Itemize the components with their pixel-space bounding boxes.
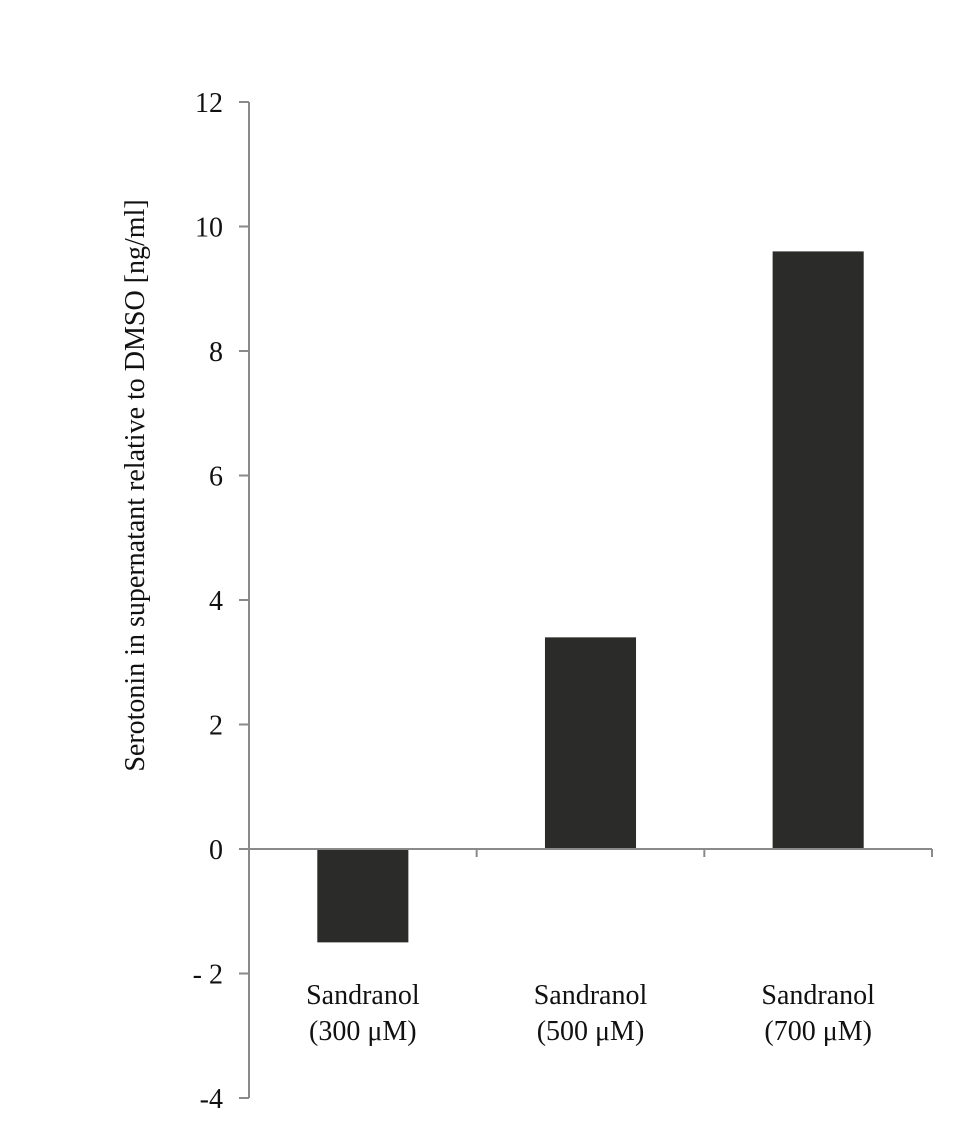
bar-2: [544, 637, 637, 849]
y-tick-label: 2: [209, 711, 223, 742]
y-tick-label: -4: [200, 1084, 223, 1115]
y-tick-label: 4: [209, 586, 223, 617]
y-axis-title: Serotonin in supernatant relative to DMS…: [120, 199, 151, 771]
bar-3: [772, 251, 864, 849]
y-tick-label: 8: [209, 337, 223, 368]
category-label: Sandranol (300 μM): [306, 980, 420, 1047]
category-label-line: Sandranol: [306, 980, 420, 1011]
category-label-line: Sandranol: [534, 980, 648, 1011]
y-tick-label: 12: [195, 88, 223, 119]
category-label: Sandranol (500 μM): [534, 980, 648, 1047]
bars: [317, 251, 864, 943]
y-tick-label: - 2: [193, 960, 223, 991]
category-label-line: (300 μM): [309, 1016, 417, 1047]
category-label-line: (500 μM): [537, 1016, 645, 1047]
y-axis-ticks: 12 10 8 6 4 2 0 - 2 -4: [193, 88, 249, 1115]
category-labels: Sandranol (300 μM)Sandranol (500 μM)Sandra…: [306, 980, 875, 1047]
y-tick-label: 0: [209, 835, 223, 866]
y-tick-label: 6: [209, 462, 223, 493]
y-tick-label: 10: [195, 213, 223, 244]
category-label: Sandranol (700 μM): [761, 980, 875, 1047]
category-label-line: (700 μM): [764, 1016, 872, 1047]
bar-1: [317, 849, 409, 943]
category-label-line: Sandranol: [761, 980, 875, 1011]
x-axis: [249, 848, 933, 857]
